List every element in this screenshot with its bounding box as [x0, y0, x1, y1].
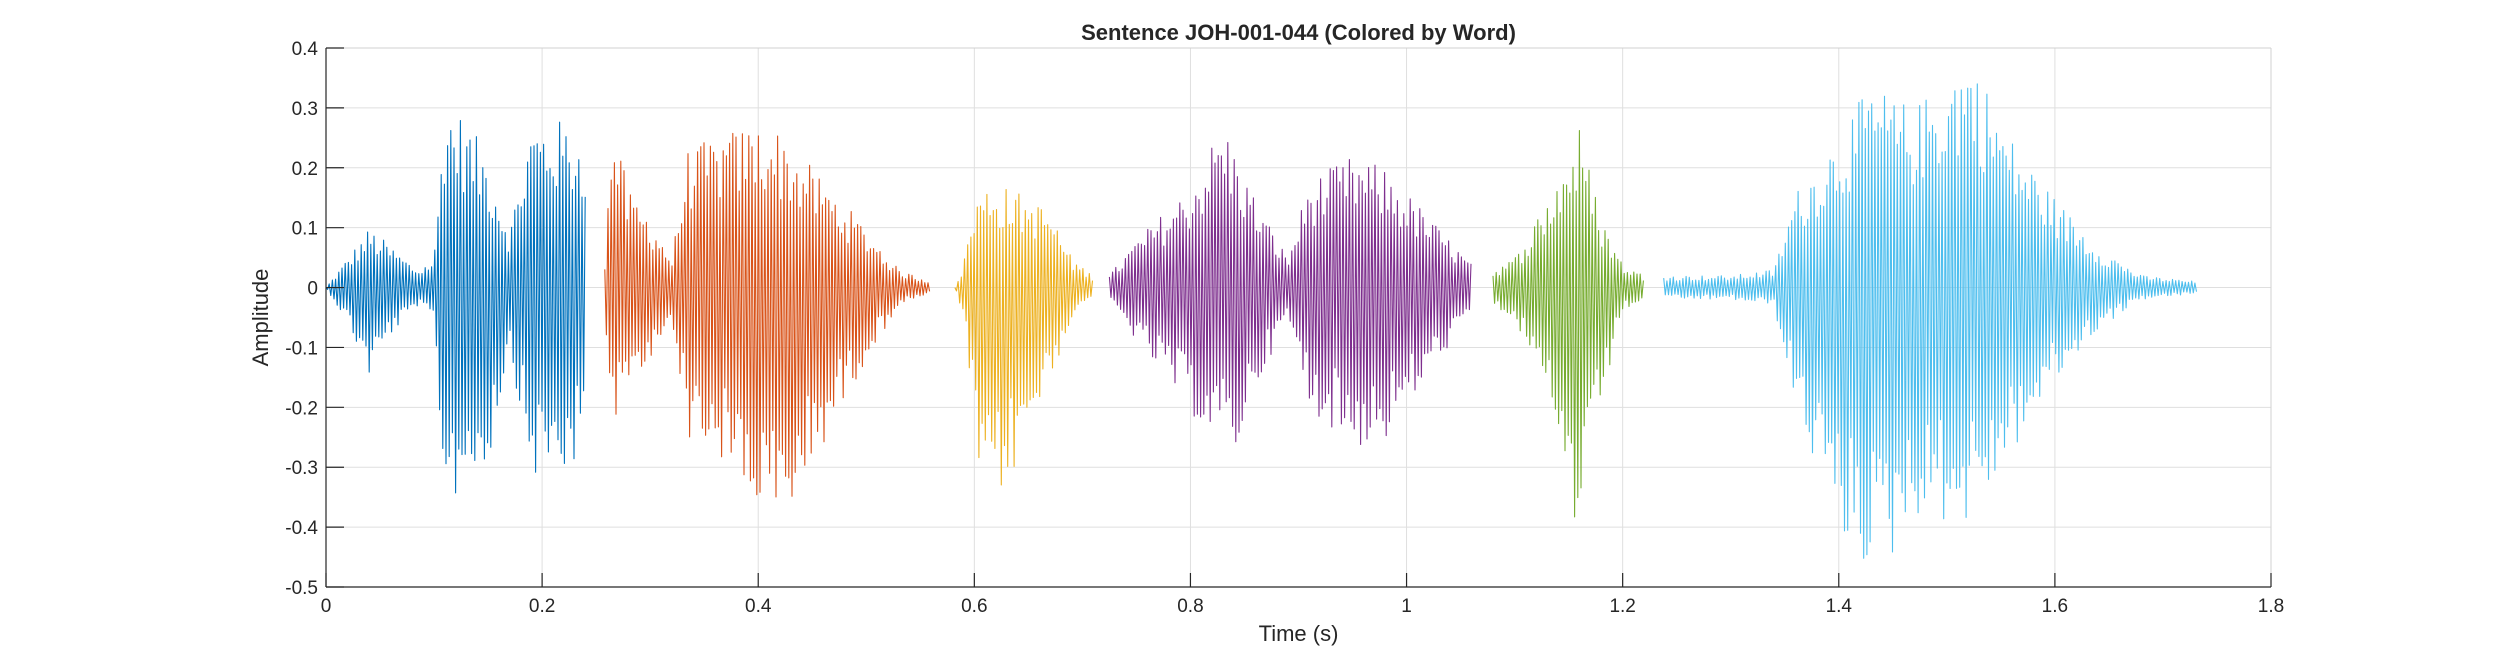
x-tick-label: 0 — [321, 596, 332, 617]
x-tick-label: 0.4 — [745, 596, 772, 617]
x-tick-label: 0.2 — [529, 596, 555, 617]
waveform-segment-3 — [954, 188, 1094, 486]
waveform-segment-1 — [325, 119, 586, 494]
x-tick-label: 0.8 — [1177, 596, 1203, 617]
y-tick-label: -0.3 — [285, 458, 318, 479]
series-layer — [325, 83, 2198, 559]
chart-title: Sentence JOH-001-044 (Colored by Word) — [1081, 20, 1516, 45]
x-tick-label: 1.4 — [1826, 596, 1853, 617]
waveform-segment-4 — [1108, 141, 1472, 446]
y-tick-label: 0.2 — [292, 159, 318, 180]
y-tick-label: -0.2 — [285, 398, 318, 419]
waveform-segment-5 — [1492, 130, 1644, 518]
y-tick-label: 0 — [307, 279, 318, 300]
y-tick-label: 0.1 — [292, 219, 318, 240]
x-tick-label: 1.2 — [1609, 596, 1635, 617]
waveform-segment-2 — [604, 132, 931, 498]
y-axis-label: Amplitude — [248, 269, 273, 367]
y-tick-label: 0.4 — [292, 39, 319, 60]
y-tick-label: -0.5 — [285, 578, 318, 599]
x-tick-label: 1.8 — [2258, 596, 2284, 617]
y-tick-label: -0.4 — [285, 518, 318, 539]
waveform-segment-6 — [1663, 83, 2198, 559]
x-axis-label: Time (s) — [1259, 621, 1339, 646]
x-tick-label: 1.6 — [2042, 596, 2068, 617]
x-tick-label: 0.6 — [961, 596, 987, 617]
x-tick-label: 1 — [1401, 596, 1412, 617]
y-tick-label: -0.1 — [285, 338, 318, 359]
axis-layer: 0 0.2 0.4 0.6 0.8 1 1.2 1.4 1.6 1.8 -0.5 -0.4 -0.3 -0… — [285, 39, 2284, 617]
y-tick-label: 0.3 — [292, 99, 318, 120]
